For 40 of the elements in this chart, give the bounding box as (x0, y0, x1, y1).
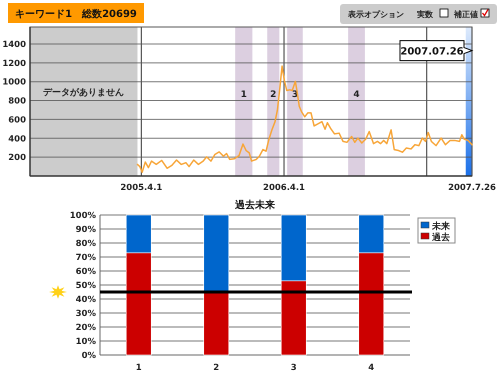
x-tick-label: 4 (368, 363, 374, 373)
y-tick-label: 40% (76, 295, 96, 305)
x-tick-label: 3 (290, 363, 297, 373)
x-tick-label: 2006.4.1 (263, 183, 306, 193)
band-label: 1 (240, 90, 247, 100)
y-tick-label: 50% (76, 281, 96, 291)
band-label: データがありません (43, 87, 124, 98)
bar (203, 292, 230, 356)
x-tick-label: 2 (213, 363, 220, 373)
y-tick-label: 1000 (2, 78, 26, 88)
chart-title: 過去未来 (234, 199, 275, 211)
y-tick-label: 10% (76, 337, 96, 347)
y-tick-label: 1200 (2, 58, 26, 69)
y-tick-label: 80% (76, 239, 96, 249)
x-tick-label: 1 (136, 363, 142, 373)
y-tick-label: 1400 (2, 40, 26, 50)
x-tick-label: 2007.7.26 (448, 183, 496, 193)
legend-label: 過去 (431, 232, 450, 243)
y-tick-label: 200 (8, 153, 26, 164)
text: 補正値 (453, 10, 478, 19)
annotation: 2007.07.26 (400, 46, 464, 58)
x-tick-label: 2005.4.1 (120, 183, 162, 193)
text: 実数 (416, 9, 434, 19)
band-label: 2 (270, 90, 276, 100)
text: 表示オプション (347, 10, 404, 19)
y-tick-label: 30% (76, 309, 96, 319)
y-tick-label: 60% (76, 267, 96, 277)
chart-title: キーワード1 総数20699 (15, 8, 137, 20)
y-tick-label: 600 (8, 115, 26, 126)
band-label: 4 (353, 90, 360, 100)
y-tick-label: 70% (76, 253, 96, 263)
y-tick-label: 100% (70, 211, 96, 221)
line-series (136, 65, 473, 173)
y-tick-label: 0% (82, 351, 96, 361)
y-tick-label: 400 (8, 134, 26, 144)
y-tick-label: 90% (76, 225, 96, 235)
legend-label: 未来 (431, 221, 450, 232)
bar (203, 214, 230, 292)
y-tick-label: 20% (76, 323, 96, 333)
y-tick-label: 800 (8, 96, 26, 107)
